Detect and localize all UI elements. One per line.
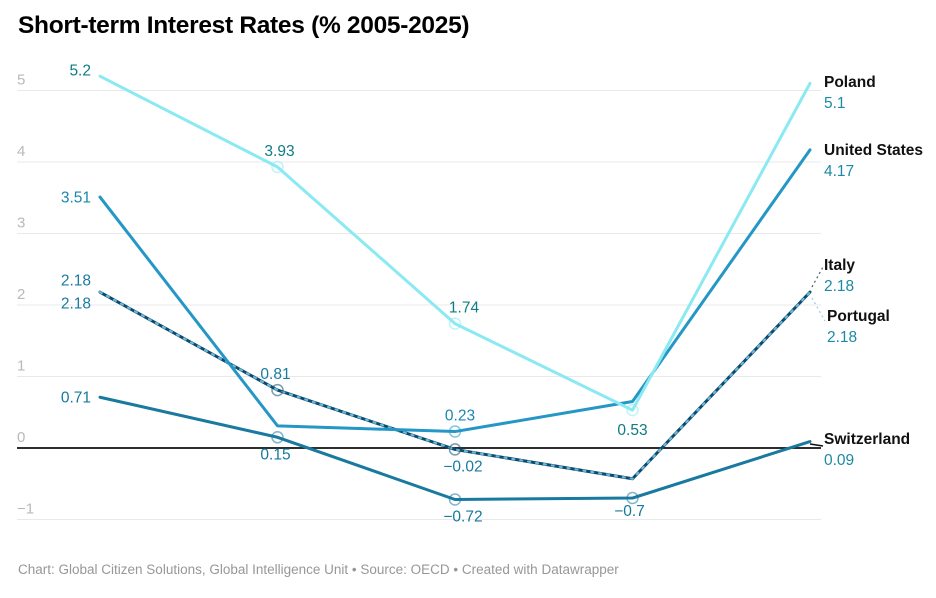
value-label-italy: 2.18 bbox=[61, 273, 91, 290]
series-value-poland: 5.1 bbox=[824, 95, 846, 112]
value-label-portugal: 0.81 bbox=[260, 366, 290, 383]
point-marker-switzerland[interactable] bbox=[271, 431, 284, 444]
value-label-united-states: 0.23 bbox=[445, 408, 475, 425]
series-end-label-united-states: United States 4.17 bbox=[824, 141, 932, 182]
series-value-switzerland: 0.09 bbox=[824, 452, 855, 469]
series-line-united-states[interactable] bbox=[98, 148, 812, 434]
value-label-poland: 0.53 bbox=[617, 422, 647, 439]
y-tick-label: 1 bbox=[17, 358, 25, 375]
value-label-switzerland: 0.71 bbox=[61, 390, 91, 407]
label-connector-switzerland bbox=[809, 443, 824, 447]
value-label-poland: 1.74 bbox=[449, 300, 480, 317]
y-tick-label: 0 bbox=[17, 429, 25, 446]
point-marker-portugal[interactable] bbox=[271, 383, 284, 397]
value-label-poland: 3.93 bbox=[264, 143, 294, 160]
value-label-portugal: −0.02 bbox=[443, 458, 482, 475]
series-name-italy: Italy bbox=[824, 257, 856, 274]
chart-title: Short-term Interest Rates (% 2005-2025) bbox=[18, 12, 470, 39]
value-label-switzerland: −0.7 bbox=[614, 503, 645, 520]
point-marker-united-states[interactable] bbox=[448, 425, 462, 438]
value-label-switzerland: 0.15 bbox=[260, 446, 290, 463]
series-name-portugal: Portugal bbox=[827, 308, 890, 325]
series-name-switzerland: Switzerland bbox=[824, 431, 911, 448]
y-tick-label: 5 bbox=[17, 72, 25, 89]
series-value-portugal: 2.18 bbox=[827, 329, 858, 346]
y-tick-label: 2 bbox=[17, 286, 25, 303]
point-marker-poland[interactable] bbox=[448, 317, 462, 330]
y-tick-label: −1 bbox=[17, 501, 34, 518]
series-line-italy[interactable] bbox=[98, 291, 812, 480]
chart-attribution: Chart: Global Citizen Solutions, Global … bbox=[18, 562, 619, 577]
y-tick-label: 4 bbox=[17, 143, 25, 160]
series-name-poland: Poland bbox=[824, 74, 876, 91]
series-line-switzerland[interactable] bbox=[98, 395, 812, 501]
point-marker-switzerland[interactable] bbox=[626, 491, 639, 505]
series-line-portugal[interactable] bbox=[98, 290, 812, 481]
value-label-poland: 5.2 bbox=[69, 63, 91, 80]
y-tick-label: 3 bbox=[17, 215, 25, 232]
point-marker-switzerland[interactable] bbox=[448, 493, 462, 506]
point-marker-poland[interactable] bbox=[271, 160, 284, 174]
series-end-label-switzerland: Switzerland 0.09 bbox=[824, 430, 932, 471]
series-line-poland[interactable] bbox=[98, 74, 812, 412]
value-label-switzerland: −0.72 bbox=[443, 508, 482, 525]
value-label-portugal: 2.18 bbox=[61, 296, 91, 313]
point-marker-portugal[interactable] bbox=[448, 443, 462, 456]
series-value-italy: 2.18 bbox=[824, 278, 855, 295]
label-connector-portugal bbox=[811, 297, 826, 322]
label-connector-italy bbox=[811, 266, 824, 288]
value-label-united-states: 3.51 bbox=[61, 190, 91, 207]
series-end-label-poland: Poland 5.1 bbox=[824, 73, 932, 114]
series-value-united-states: 4.17 bbox=[824, 163, 855, 180]
series-name-united-states: United States bbox=[824, 142, 924, 159]
point-marker-poland[interactable] bbox=[626, 403, 639, 417]
series-end-label-portugal: Portugal 2.18 bbox=[827, 307, 935, 348]
series-end-label-italy: Italy 2.18 bbox=[824, 256, 932, 297]
